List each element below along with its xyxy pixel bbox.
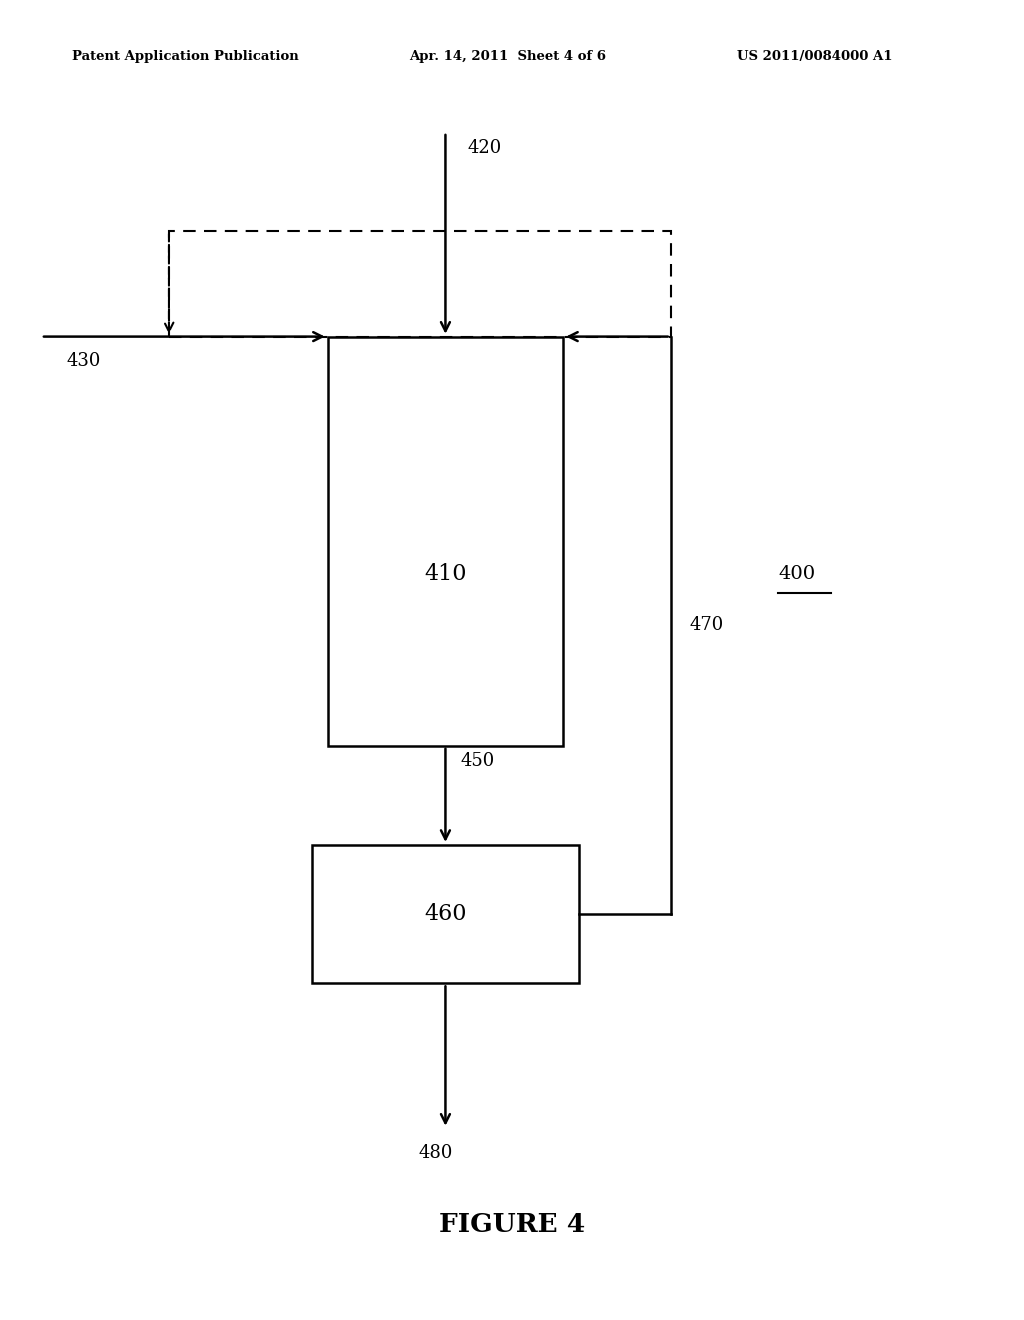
Bar xyxy=(328,337,563,746)
Text: 410: 410 xyxy=(424,562,467,585)
Text: 450: 450 xyxy=(461,752,495,771)
Text: 420: 420 xyxy=(468,139,502,157)
Text: 470: 470 xyxy=(689,616,723,635)
Text: Patent Application Publication: Patent Application Publication xyxy=(72,50,298,63)
Text: 480: 480 xyxy=(418,1144,453,1163)
Bar xyxy=(169,231,671,337)
Bar xyxy=(312,845,579,983)
Text: FIGURE 4: FIGURE 4 xyxy=(439,1213,585,1237)
Text: 430: 430 xyxy=(67,352,101,371)
Text: Apr. 14, 2011  Sheet 4 of 6: Apr. 14, 2011 Sheet 4 of 6 xyxy=(410,50,606,63)
Text: US 2011/0084000 A1: US 2011/0084000 A1 xyxy=(737,50,893,63)
Text: 460: 460 xyxy=(424,903,467,925)
Text: 400: 400 xyxy=(778,565,815,583)
